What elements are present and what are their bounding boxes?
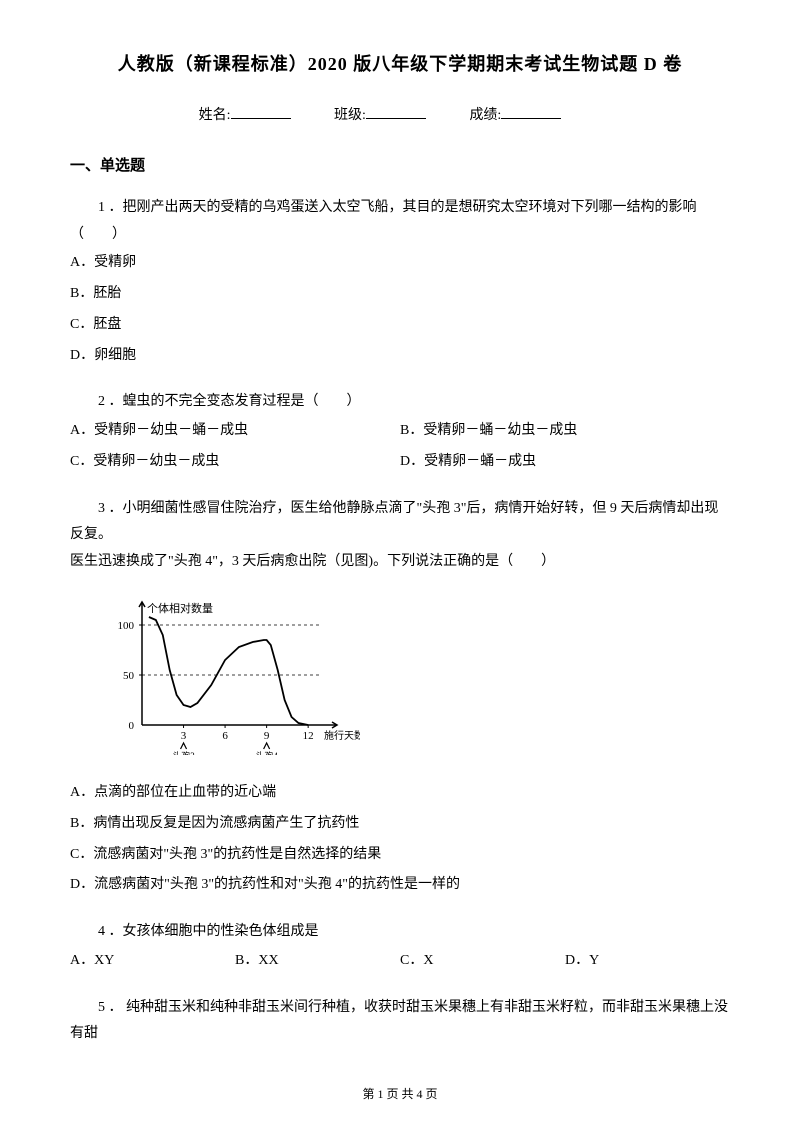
svg-text:头孢3: 头孢3 <box>172 750 195 755</box>
q3-text-cont: 医生迅速换成了"头孢 4"，3 天后病愈出院（见图)。下列说法正确的是（ ） <box>70 549 730 576</box>
svg-text:6: 6 <box>222 730 228 742</box>
q1-option-a: A．受精卵 <box>70 248 730 279</box>
q1-option-d: D．卵细胞 <box>70 341 730 372</box>
svg-text:个体相对数量: 个体相对数量 <box>147 601 213 615</box>
q2-option-d: D．受精卵－蛹－成虫 <box>400 447 730 478</box>
q1-option-c: C．胚盘 <box>70 310 730 341</box>
q4-option-a: A．XY <box>70 946 235 977</box>
page-footer: 第 1 页 共 4 页 <box>0 1085 800 1102</box>
svg-text:9: 9 <box>264 730 270 742</box>
question-3: 3 ．小明细菌性感冒住院治疗，医生给他静脉点滴了"头孢 3"后，病情开始好转，但… <box>70 496 730 902</box>
question-1: 1 ．把刚产出两天的受精的乌鸡蛋送入太空飞船，其目的是想研究太空环境对下列哪一结… <box>70 195 730 371</box>
class-label: 班级: <box>334 108 366 123</box>
section-1-title: 一、单选题 <box>70 154 730 175</box>
q4-option-b: B．XX <box>235 946 400 977</box>
svg-text:3: 3 <box>181 730 187 742</box>
name-label: 姓名: <box>199 108 231 123</box>
q4-option-d: D．Y <box>565 946 730 977</box>
svg-text:50: 50 <box>123 670 135 682</box>
q3-text: 3 ．小明细菌性感冒住院治疗，医生给他静脉点滴了"头孢 3"后，病情开始好转，但… <box>70 496 730 549</box>
score-label: 成绩: <box>469 108 501 123</box>
q2-option-b: B．受精卵－蛹－幼虫－成虫 <box>400 416 730 447</box>
svg-text:12: 12 <box>303 730 314 742</box>
page-title: 人教版（新课程标准）2020 版八年级下学期期末考试生物试题 D 卷 <box>70 50 730 76</box>
name-blank <box>231 118 291 119</box>
q2-text: 2 ．蝗虫的不完全变态发育过程是（ ） <box>70 389 730 416</box>
q1-option-b: B．胚胎 <box>70 279 730 310</box>
q5-text: 5 ． 纯种甜玉米和纯种非甜玉米间行种植，收获时甜玉米果穗上有非甜玉米籽粒，而非… <box>70 995 730 1048</box>
svg-text:0: 0 <box>129 720 135 732</box>
q3-chart: 0 50 100 3 6 9 12 个体相对数量施行天数头孢3 头孢4 <box>100 585 730 766</box>
q4-text: 4 ．女孩体细胞中的性染色体组成是 <box>70 919 730 946</box>
student-info-line: 姓名: 班级: 成绩: <box>70 104 730 124</box>
question-2: 2 ．蝗虫的不完全变态发育过程是（ ） A．受精卵－幼虫－蛹－成虫 B．受精卵－… <box>70 389 730 477</box>
class-blank <box>366 118 426 119</box>
svg-text:头孢4: 头孢4 <box>255 750 278 755</box>
q4-option-c: C．X <box>400 946 565 977</box>
q3-option-b: B．病情出现反复是因为流感病菌产生了抗药性 <box>70 809 730 840</box>
svg-text:100: 100 <box>118 620 135 632</box>
q3-option-a: A．点滴的部位在止血带的近心端 <box>70 778 730 809</box>
question-4: 4 ．女孩体细胞中的性染色体组成是 A．XY B．XX C．X D．Y <box>70 919 730 976</box>
q3-option-c: C．流感病菌对"头孢 3"的抗药性是自然选择的结果 <box>70 840 730 871</box>
question-5: 5 ． 纯种甜玉米和纯种非甜玉米间行种植，收获时甜玉米果穗上有非甜玉米籽粒，而非… <box>70 995 730 1048</box>
q2-option-c: C．受精卵－幼虫－成虫 <box>70 447 400 478</box>
q3-option-d: D．流感病菌对"头孢 3"的抗药性和对"头孢 4"的抗药性是一样的 <box>70 870 730 901</box>
q1-text: 1 ．把刚产出两天的受精的乌鸡蛋送入太空飞船，其目的是想研究太空环境对下列哪一结… <box>70 195 730 248</box>
score-blank <box>501 118 561 119</box>
q2-option-a: A．受精卵－幼虫－蛹－成虫 <box>70 416 400 447</box>
svg-text:施行天数: 施行天数 <box>324 729 360 742</box>
